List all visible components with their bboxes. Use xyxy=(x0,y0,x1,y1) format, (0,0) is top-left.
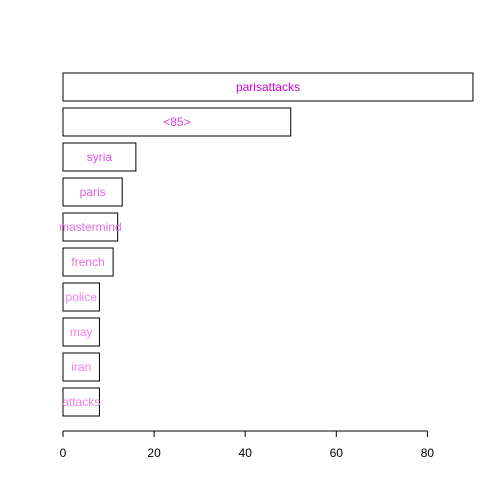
bar-label-0: parisattacks xyxy=(236,80,300,94)
bar-1 xyxy=(62,107,292,137)
bar-label-7: may xyxy=(70,325,93,339)
bar-label-2: syria xyxy=(87,150,113,164)
bar-4 xyxy=(62,212,119,242)
bar-label-8: iran xyxy=(71,360,91,374)
bar-label-5: french xyxy=(71,255,104,269)
bar-label-6: police xyxy=(66,290,98,304)
bar-label-3: paris xyxy=(80,185,106,199)
x-tick-label-3: 60 xyxy=(330,446,344,460)
bar-label-4: mastermind xyxy=(59,220,122,234)
bar-7 xyxy=(62,317,100,347)
bar-8 xyxy=(62,352,100,382)
bar-labels-group: parisattacks <85> syria paris mastermind fren… xyxy=(59,80,300,409)
bar-0 xyxy=(62,72,474,102)
x-tick-label-1: 20 xyxy=(147,446,161,460)
bar-9 xyxy=(62,387,100,417)
x-tick-label-0: 0 xyxy=(60,446,67,460)
x-tick-label-4: 80 xyxy=(421,446,435,460)
bar-3 xyxy=(62,177,123,207)
bars-group xyxy=(62,72,474,417)
bar-6 xyxy=(62,282,100,312)
bar-label-1: <85> xyxy=(163,115,190,129)
x-axis: 0 20 40 60 80 xyxy=(60,430,435,460)
bar-label-9: attacks xyxy=(62,395,100,409)
x-tick-label-2: 40 xyxy=(239,446,253,460)
bar-5 xyxy=(62,247,114,277)
bar-2 xyxy=(62,142,137,172)
